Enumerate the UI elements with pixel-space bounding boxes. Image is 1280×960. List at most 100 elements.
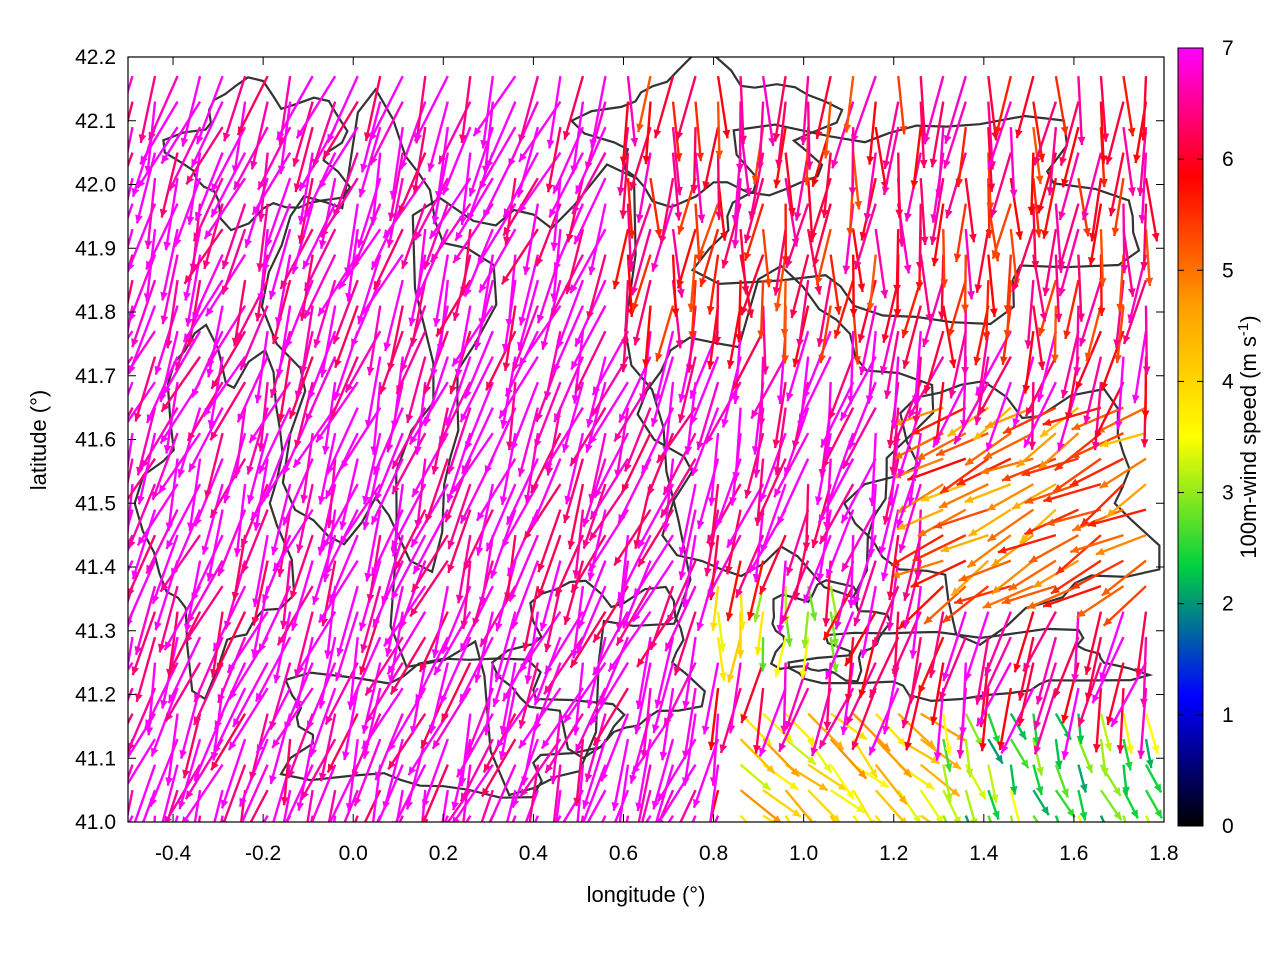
wind-arrow [874,763,908,805]
wind-arrow [1111,177,1125,237]
wind-arrow [164,662,202,723]
wind-arrow [372,407,404,476]
wind-arrow [1032,738,1044,776]
wind-arrow [950,559,990,597]
wind-arrow [573,177,607,245]
wind-arrow [631,254,652,312]
wind-arrow [318,177,337,249]
wind-arrow [360,253,404,316]
wind-arrow [883,330,900,400]
wind-arrow [1054,75,1069,136]
colorbar-tick-label: 7 [1222,37,1234,60]
wind-arrow [222,75,247,142]
wind-arrow [461,407,494,475]
wind-arrow [412,509,449,575]
wind-arrow [168,126,202,192]
wind-arrow [623,407,652,473]
wind-arrow [1059,101,1080,167]
wind-arrow [436,279,450,353]
wind-arrow [473,279,495,351]
wind-arrow [1099,431,1147,448]
wind-arrow [279,560,292,630]
wind-arrow [1023,381,1057,449]
wind-arrow [773,126,787,189]
wind-arrow [464,381,494,451]
wind-arrow [239,305,269,371]
wind-arrow [508,534,539,602]
y-tick-label: 41.3 [75,620,116,643]
wind-arrow [233,483,247,557]
wind-arrow [533,381,562,449]
wind-arrow [944,75,967,145]
wind-arrow [304,356,337,423]
wind-arrow [987,254,998,317]
wind-arrow [324,662,359,726]
wind-arrow [163,177,179,251]
colorbar-gradient [1177,47,1204,827]
wind-arrow [1099,457,1147,490]
wind-arrow [1077,789,1088,821]
wind-arrow [128,228,134,251]
wind-arrow [310,764,337,822]
wind-arrow [773,254,787,312]
wind-arrow [725,509,742,575]
wind-arrow [659,687,675,761]
wind-arrow [592,687,630,747]
wind-arrow [421,764,449,822]
wind-arrow [904,687,922,751]
wind-arrow [1003,254,1013,314]
wind-arrow [295,483,314,554]
wind-arrow [757,280,766,339]
wind-arrow [991,559,1035,595]
wind-arrow [1071,611,1080,683]
wind-arrow [1099,738,1109,777]
wind-arrow [488,815,494,822]
wind-arrow [743,177,765,244]
wind-arrow [930,662,945,726]
y-tick-label: 41.4 [75,556,116,579]
wind-arrow [773,636,787,678]
wind-arrow [1075,330,1103,391]
wind-arrow [135,636,157,703]
wind-arrow [676,228,697,289]
wind-arrow [824,611,855,680]
wind-arrow [707,433,720,506]
wind-arrow [868,687,900,756]
wind-arrow [454,305,472,378]
wind-arrow [391,432,427,495]
wind-arrow [929,101,945,168]
wind-arrow [785,203,810,269]
wind-arrow [964,611,990,682]
wind-arrow [575,585,607,654]
wind-arrow [662,432,697,496]
wind-arrow [987,738,1004,765]
wind-arrow [731,178,742,249]
wind-arrow [762,789,802,818]
wind-arrow [248,381,292,444]
wind-arrow [421,738,449,809]
x-tick-label: -0.2 [245,842,281,865]
wind-arrow [398,815,404,822]
wind-arrow [480,789,494,822]
wind-arrow [847,535,856,609]
wind-arrow [816,279,832,347]
wind-arrow [740,254,765,316]
wind-arrow [391,407,427,470]
wind-arrow [1138,152,1148,224]
wind-arrow [221,203,247,270]
wind-arrow [1035,636,1058,705]
wind-arrow [784,738,817,766]
wind-arrow [807,763,848,792]
wind-arrow [257,381,269,452]
wind-arrow [353,738,382,807]
wind-arrow [1102,585,1147,627]
wind-arrow [1144,764,1163,794]
wind-arrow [178,738,202,810]
wind-arrow [1077,177,1091,237]
wind-arrow [852,712,892,752]
wind-arrow [1077,254,1085,322]
wind-arrow [204,432,224,500]
wind-arrow [858,305,877,376]
wind-arrow [128,764,134,782]
wind-arrow [569,407,607,467]
